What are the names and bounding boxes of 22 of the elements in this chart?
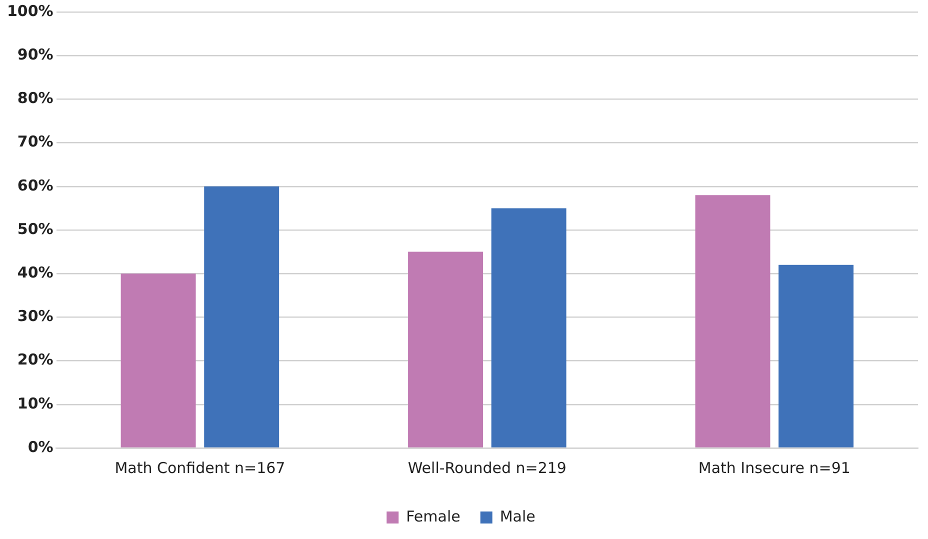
y-tick-label: 0% [28, 438, 54, 456]
x-tick-label: Well-Rounded n=219 [408, 458, 566, 477]
y-tick-label: 20% [17, 350, 54, 369]
y-tick-label: 40% [17, 263, 54, 282]
y-tick-label: 10% [17, 394, 54, 412]
y-tick-label: 80% [17, 89, 54, 108]
y-tick-label: 100% [6, 2, 54, 20]
y-tick-label: 30% [17, 307, 54, 326]
y-tick-label: 70% [17, 132, 54, 151]
bar [204, 186, 280, 448]
bar [491, 208, 566, 448]
y-tick-label: 60% [17, 176, 54, 194]
y-tick-label: 50% [17, 220, 54, 238]
legend-label: Female [406, 507, 460, 526]
y-tick-label: 90% [17, 45, 54, 64]
bar [120, 274, 196, 448]
bar [408, 252, 484, 448]
bar [695, 195, 770, 448]
bar [778, 264, 854, 448]
legend-label: Male [500, 507, 536, 526]
x-tick-label: Math Confident n=167 [114, 458, 286, 477]
x-tick-label: Math Insecure n=91 [698, 458, 850, 477]
